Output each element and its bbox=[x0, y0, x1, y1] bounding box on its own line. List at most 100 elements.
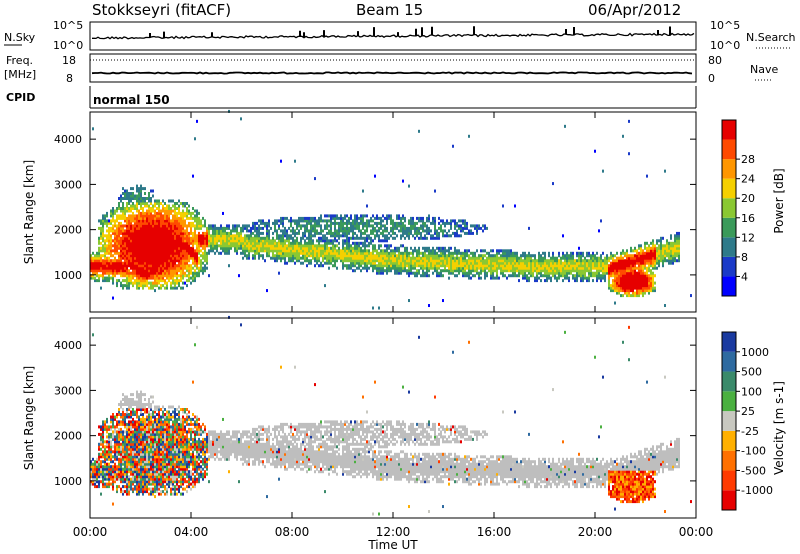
power-cell bbox=[370, 216, 372, 220]
power-cell bbox=[130, 266, 132, 270]
power-cell bbox=[396, 249, 398, 253]
power-cell bbox=[418, 236, 420, 240]
power-cell bbox=[122, 244, 124, 248]
velocity-cell bbox=[104, 460, 106, 464]
power-cell bbox=[452, 251, 454, 255]
power-cell bbox=[390, 229, 392, 233]
power-cell bbox=[182, 221, 184, 225]
power-cell bbox=[332, 216, 334, 220]
power-cell bbox=[402, 254, 404, 258]
power-cell bbox=[356, 236, 358, 240]
power-cell bbox=[406, 271, 408, 275]
power-cell bbox=[124, 231, 126, 235]
power-cell bbox=[294, 261, 296, 265]
power-cell bbox=[320, 244, 322, 248]
power-cell bbox=[640, 264, 642, 268]
power-cell bbox=[672, 254, 674, 258]
velocity-cell bbox=[100, 462, 102, 466]
power-cell bbox=[538, 251, 540, 255]
y-tick-label: 1000 bbox=[54, 269, 82, 282]
power-cell bbox=[372, 306, 374, 310]
power-cell bbox=[646, 246, 648, 250]
power-cell bbox=[226, 244, 228, 248]
power-cell bbox=[418, 219, 420, 223]
power-cell bbox=[584, 274, 586, 278]
power-cell bbox=[624, 276, 626, 280]
power-cell bbox=[106, 279, 108, 283]
power-cell bbox=[228, 109, 230, 113]
power-cell bbox=[324, 244, 326, 248]
power-cell bbox=[360, 214, 362, 218]
power-cell bbox=[216, 249, 218, 253]
power-cell bbox=[616, 259, 618, 263]
power-cell bbox=[492, 274, 494, 278]
power-cell bbox=[208, 244, 210, 248]
power-cell bbox=[348, 216, 350, 220]
power-cell bbox=[134, 207, 136, 210]
power-cell bbox=[400, 251, 402, 255]
power-cell bbox=[444, 251, 446, 255]
power-cell bbox=[410, 246, 412, 250]
power-cell bbox=[314, 246, 316, 250]
power-cell bbox=[136, 241, 138, 245]
power-cell bbox=[128, 251, 130, 255]
power-cell bbox=[254, 229, 256, 233]
power-cell bbox=[666, 239, 668, 243]
power-cell bbox=[142, 261, 144, 265]
power-cell bbox=[438, 226, 440, 230]
power-cell bbox=[324, 239, 326, 243]
power-cell bbox=[202, 251, 204, 255]
power-cell bbox=[378, 256, 380, 260]
power-cell bbox=[582, 264, 584, 268]
power-cell bbox=[160, 254, 162, 258]
power-cell bbox=[380, 219, 382, 223]
power-cell bbox=[534, 254, 536, 258]
power-cell bbox=[424, 246, 426, 250]
power-cell bbox=[530, 271, 532, 275]
power-cell bbox=[554, 256, 556, 260]
nave-label: Nave bbox=[750, 63, 778, 76]
power-cell bbox=[202, 271, 204, 275]
power-cell bbox=[204, 259, 206, 263]
power-cell bbox=[484, 261, 486, 265]
power-cell bbox=[390, 254, 392, 258]
power-cell bbox=[118, 264, 120, 268]
power-cell bbox=[100, 261, 102, 265]
power-cell bbox=[132, 264, 134, 268]
power-cell bbox=[310, 246, 312, 250]
power-cell bbox=[158, 251, 160, 255]
power-cell bbox=[544, 259, 546, 263]
power-cell bbox=[176, 256, 178, 260]
power-cell bbox=[374, 254, 376, 258]
power-cell bbox=[622, 249, 624, 253]
power-cell bbox=[320, 254, 322, 258]
power-cell bbox=[496, 271, 498, 275]
power-cell bbox=[462, 271, 464, 275]
power-cell bbox=[264, 239, 266, 243]
power-cell bbox=[246, 226, 248, 230]
power-cell bbox=[308, 241, 310, 245]
power-cell bbox=[600, 279, 602, 283]
power-cell bbox=[354, 231, 356, 235]
power-cell bbox=[600, 266, 602, 270]
power-cell bbox=[172, 236, 174, 240]
power-cell bbox=[262, 221, 264, 225]
power-cell bbox=[154, 256, 156, 260]
power-cell bbox=[620, 281, 622, 285]
power-cell bbox=[574, 276, 576, 280]
power-cell bbox=[570, 269, 572, 273]
power-cell bbox=[380, 221, 382, 225]
power-cell bbox=[596, 261, 598, 265]
power-cell bbox=[114, 249, 116, 253]
power-cell bbox=[524, 254, 526, 258]
power-cell bbox=[294, 229, 296, 233]
power-cell bbox=[156, 234, 158, 238]
power-cell bbox=[144, 211, 146, 215]
power-cell bbox=[636, 286, 638, 290]
power-cell bbox=[112, 214, 114, 218]
power-cell bbox=[166, 281, 168, 285]
power-cell bbox=[398, 259, 400, 263]
power-cell bbox=[664, 244, 666, 248]
power-cell bbox=[186, 226, 188, 230]
power-cell bbox=[156, 276, 158, 280]
